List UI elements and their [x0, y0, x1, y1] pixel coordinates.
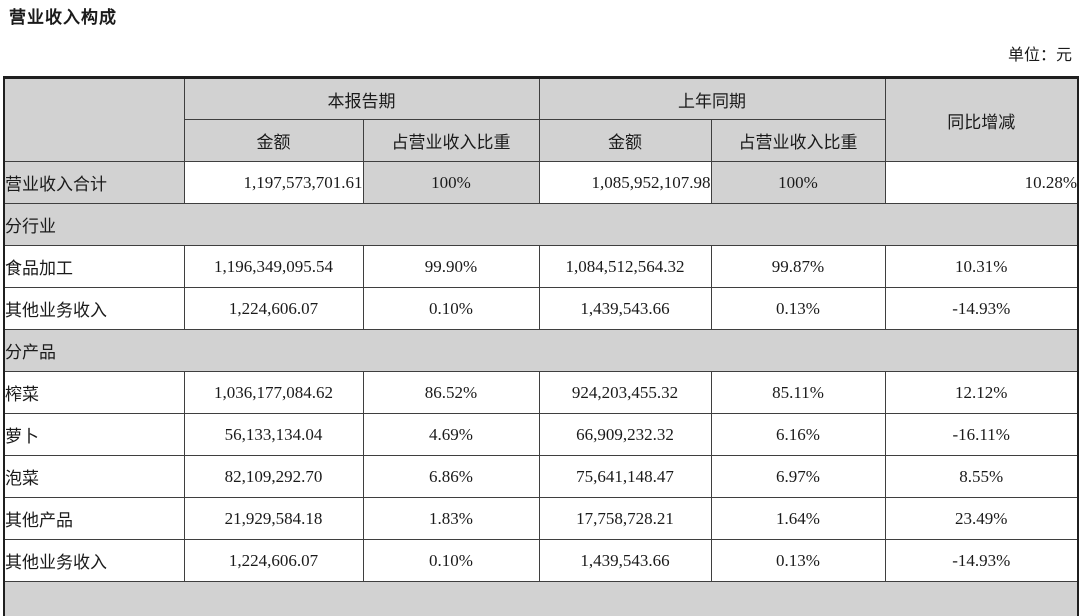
cell-current-proportion: 0.10%: [362, 287, 540, 330]
header-yoy-change: 同比增减: [884, 77, 1079, 162]
cell-current-proportion: 1.83%: [362, 497, 540, 540]
cell-prior-amount: 17,758,728.21: [538, 497, 712, 540]
table-header-row-1: 本报告期 上年同期 同比增减: [3, 77, 1079, 162]
header-prior-amount: 金额: [538, 119, 712, 162]
table-row: 其他产品 21,929,584.18 1.83% 17,758,728.21 1…: [3, 497, 1079, 540]
row-label: 其他业务收入: [3, 287, 185, 330]
revenue-composition-table: 本报告期 上年同期 同比增减 金额 占营业收入比重 金额 占营业收入比重 营业收…: [3, 76, 1079, 616]
header-current-period: 本报告期: [183, 77, 540, 120]
cell-yoy-change: 23.49%: [884, 497, 1079, 540]
cell-current-proportion: 6.86%: [362, 455, 540, 498]
cell-prior-amount: 66,909,232.32: [538, 413, 712, 456]
table-section-partial: [3, 581, 1079, 616]
row-label: 榨菜: [3, 371, 185, 414]
cell-prior-proportion: 0.13%: [710, 539, 886, 582]
section-label: 分产品: [3, 329, 1079, 372]
cell-current-proportion: 0.10%: [362, 539, 540, 582]
cell-current-amount: 1,036,177,084.62: [183, 371, 364, 414]
cell-prior-proportion: 100%: [710, 161, 886, 204]
cell-yoy-change: 10.31%: [884, 245, 1079, 288]
table-row-total: 营业收入合计 1,197,573,701.61 100% 1,085,952,1…: [3, 161, 1079, 204]
cell-prior-proportion: 6.97%: [710, 455, 886, 498]
cell-current-amount: 1,197,573,701.61: [183, 161, 364, 204]
cell-prior-proportion: 0.13%: [710, 287, 886, 330]
row-label: 营业收入合计: [3, 161, 185, 204]
cell-yoy-change: 8.55%: [884, 455, 1079, 498]
header-empty-cell: [3, 77, 185, 162]
cell-current-proportion: 86.52%: [362, 371, 540, 414]
cell-current-amount: 82,109,292.70: [183, 455, 364, 498]
cell-prior-proportion: 6.16%: [710, 413, 886, 456]
cell-prior-amount: 1,084,512,564.32: [538, 245, 712, 288]
cell-yoy-change: 12.12%: [884, 371, 1079, 414]
table-section-by-product: 分产品: [3, 329, 1079, 372]
cell-yoy-change: -16.11%: [884, 413, 1079, 456]
row-label: 萝卜: [3, 413, 185, 456]
cell-yoy-change: -14.93%: [884, 287, 1079, 330]
table-row: 榨菜 1,036,177,084.62 86.52% 924,203,455.3…: [3, 371, 1079, 414]
table-row: 泡菜 82,109,292.70 6.86% 75,641,148.47 6.9…: [3, 455, 1079, 498]
cell-prior-proportion: 1.64%: [710, 497, 886, 540]
cell-prior-amount: 1,439,543.66: [538, 287, 712, 330]
table-header-row-2: 金额 占营业收入比重 金额 占营业收入比重: [4, 119, 1078, 162]
table-section-by-industry: 分行业: [3, 203, 1079, 246]
cell-current-proportion: 4.69%: [362, 413, 540, 456]
table-row: 其他业务收入 1,224,606.07 0.10% 1,439,543.66 0…: [3, 539, 1079, 582]
cell-prior-proportion: 85.11%: [710, 371, 886, 414]
cell-prior-amount: 1,085,952,107.98: [538, 161, 712, 204]
row-label: 其他产品: [3, 497, 185, 540]
table-row: 萝卜 56,133,134.04 4.69% 66,909,232.32 6.1…: [3, 413, 1079, 456]
header-current-amount: 金额: [183, 119, 364, 162]
cell-current-proportion: 99.90%: [362, 245, 540, 288]
table-row: 其他业务收入 1,224,606.07 0.10% 1,439,543.66 0…: [3, 287, 1079, 330]
page-title: 营业收入构成: [9, 8, 117, 27]
header-prior-proportion: 占营业收入比重: [710, 119, 886, 162]
header-prior-period: 上年同期: [538, 77, 886, 120]
cell-yoy-change: 10.28%: [884, 161, 1079, 204]
row-label: 食品加工: [3, 245, 185, 288]
section-partial-cell: [3, 581, 1079, 616]
cell-prior-amount: 924,203,455.32: [538, 371, 712, 414]
cell-current-amount: 1,224,606.07: [183, 539, 364, 582]
cell-current-amount: 1,196,349,095.54: [183, 245, 364, 288]
cell-current-amount: 56,133,134.04: [183, 413, 364, 456]
cell-current-amount: 21,929,584.18: [183, 497, 364, 540]
cell-yoy-change: -14.93%: [884, 539, 1079, 582]
cell-prior-amount: 75,641,148.47: [538, 455, 712, 498]
section-label: 分行业: [3, 203, 1079, 246]
row-label: 其他业务收入: [3, 539, 185, 582]
row-label: 泡菜: [3, 455, 185, 498]
header-current-proportion: 占营业收入比重: [362, 119, 540, 162]
table-row: 食品加工 1,196,349,095.54 99.90% 1,084,512,5…: [3, 245, 1079, 288]
unit-label: 单位：元: [1007, 47, 1072, 64]
cell-current-proportion: 100%: [362, 161, 540, 204]
cell-prior-proportion: 99.87%: [710, 245, 886, 288]
cell-prior-amount: 1,439,543.66: [538, 539, 712, 582]
cell-current-amount: 1,224,606.07: [183, 287, 364, 330]
